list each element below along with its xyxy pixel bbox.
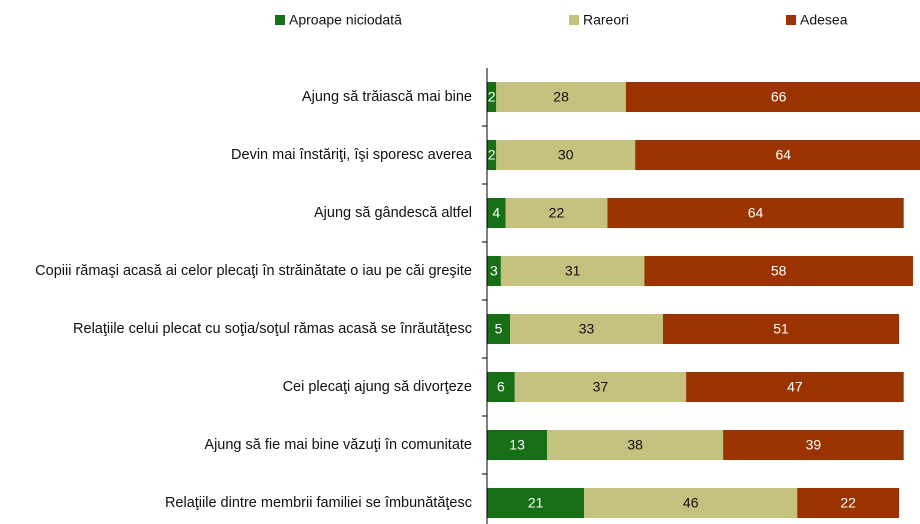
- category-text: Ajung să fie mai bine văzuţi în comunita…: [204, 436, 472, 453]
- category-text: Copiii rămaşi acasă ai celor plecaţi în …: [35, 262, 472, 279]
- value-label: 51: [773, 321, 789, 337]
- category-label: Copiii rămaşi acasă ai celor plecaţi în …: [2, 262, 472, 281]
- category-label: Relaţiile celui plecat cu soţia/soţul ră…: [2, 320, 472, 339]
- bar-segment: [644, 256, 913, 286]
- category-label: Ajung să gândescă altfel: [2, 204, 472, 223]
- value-label: 33: [579, 321, 595, 337]
- legend-swatch: [569, 15, 579, 25]
- category-text: Ajung să gândescă altfel: [314, 204, 472, 221]
- value-label: 64: [776, 147, 792, 163]
- bar-segment: [487, 140, 497, 170]
- bar-segment: [514, 372, 687, 402]
- bar-segment: [607, 198, 904, 228]
- legend-swatch: [275, 15, 285, 25]
- category-text: Devin mai înstăriţi, îşi sporesc averea: [231, 146, 472, 163]
- value-label: 22: [840, 495, 856, 511]
- category-label: Ajung să trăiască mai bine: [2, 88, 472, 107]
- legend-label: Rareori: [583, 12, 629, 28]
- value-label: 66: [771, 89, 787, 105]
- bar-segment: [723, 430, 904, 460]
- value-label: 39: [806, 437, 822, 453]
- bar-segment: [487, 372, 515, 402]
- bar-segment: [487, 430, 548, 460]
- bar-segment: [487, 198, 506, 228]
- bar-segment: [510, 314, 663, 344]
- legend-label: Aproape niciodată: [289, 12, 402, 28]
- value-label: 21: [528, 495, 544, 511]
- value-label: 30: [558, 147, 574, 163]
- category-label: Ajung să fie mai bine văzuţi în comunita…: [2, 436, 472, 455]
- category-text: Ajung să trăiască mai bine: [301, 88, 472, 105]
- value-label: 6: [497, 379, 505, 395]
- bar-segment: [686, 372, 904, 402]
- category-text: Relaţiile celui plecat cu soţia/soţul ră…: [73, 320, 472, 337]
- value-label: 4: [492, 205, 500, 221]
- bar-segment: [500, 256, 645, 286]
- bar-segment: [496, 82, 626, 112]
- category-label: Devin mai înstăriţi, îşi sporesc averea: [2, 146, 472, 165]
- value-label: 2: [488, 147, 496, 163]
- bar-segment: [505, 198, 608, 228]
- bar-segment: [662, 314, 900, 344]
- bar-segment: [487, 488, 585, 518]
- legend-swatch: [786, 15, 796, 25]
- bar-segment: [635, 140, 920, 170]
- category-text: Cei plecaţi ajung să divorţeze: [282, 378, 472, 395]
- bar-segment: [487, 82, 497, 112]
- bar-segment: [547, 430, 724, 460]
- value-label: 2: [488, 89, 496, 105]
- bar-segment: [797, 488, 900, 518]
- bar-segment: [487, 256, 501, 286]
- value-label: 46: [683, 495, 699, 511]
- value-label: 58: [771, 263, 787, 279]
- value-label: 38: [627, 437, 643, 453]
- value-label: 22: [549, 205, 565, 221]
- value-label: 47: [787, 379, 803, 395]
- legend-label: Adesea: [800, 12, 848, 28]
- bar-segment: [487, 314, 511, 344]
- category-text: Relaţiile dintre membrii familiei se îmb…: [164, 494, 472, 511]
- value-label: 31: [565, 263, 581, 279]
- bar-segment: [584, 488, 798, 518]
- value-label: 13: [509, 437, 525, 453]
- bar-segment: [496, 140, 636, 170]
- category-label: Cei plecaţi ajung să divorţeze: [2, 378, 472, 397]
- value-label: 3: [490, 263, 498, 279]
- value-label: 37: [593, 379, 609, 395]
- value-label: 5: [495, 321, 503, 337]
- bar-segment: [625, 82, 920, 112]
- value-label: 28: [553, 89, 569, 105]
- category-label: Relaţiile dintre membrii familiei se îmb…: [2, 494, 472, 513]
- value-label: 64: [748, 205, 764, 221]
